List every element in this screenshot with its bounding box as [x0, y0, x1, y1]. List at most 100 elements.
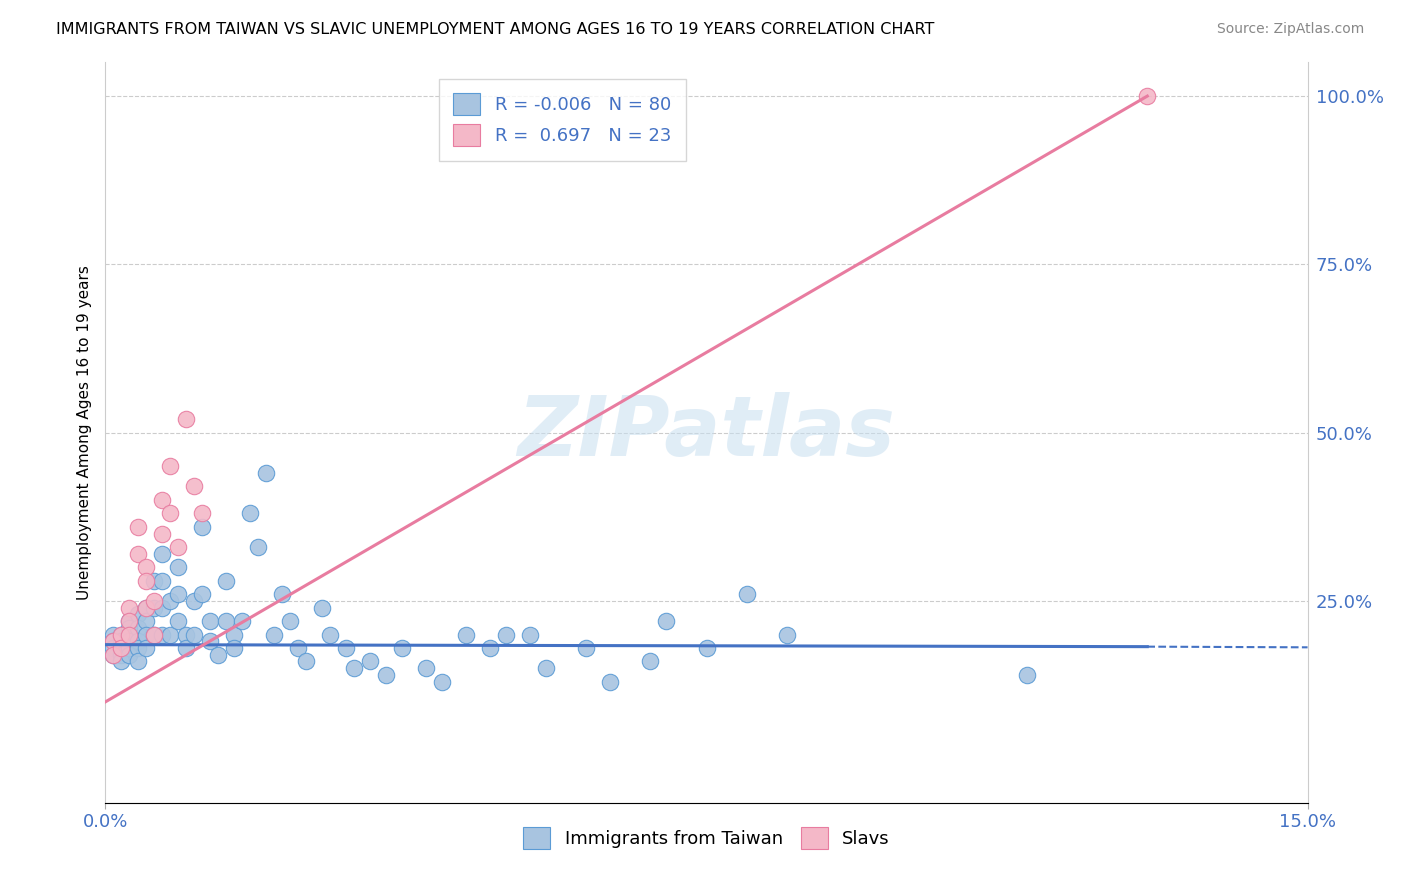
Point	[190, 587, 212, 601]
Point	[214, 614, 236, 628]
Point	[359, 655, 381, 669]
Point	[599, 674, 621, 689]
Point	[190, 507, 212, 521]
Point	[127, 607, 149, 622]
Point	[118, 614, 141, 628]
Point	[159, 459, 181, 474]
Point	[118, 634, 141, 648]
Point	[343, 661, 366, 675]
Point	[118, 627, 141, 641]
Point	[640, 655, 662, 669]
Point	[135, 627, 157, 641]
Point	[103, 640, 125, 655]
Point	[110, 627, 132, 641]
Point	[110, 655, 132, 669]
Point	[655, 614, 678, 628]
Point	[374, 668, 398, 682]
Point	[183, 479, 205, 493]
Point	[166, 560, 188, 574]
Point	[287, 640, 309, 655]
Point	[150, 526, 173, 541]
Point	[150, 600, 173, 615]
Point	[135, 574, 157, 588]
Point	[135, 640, 157, 655]
Point	[150, 574, 173, 588]
Point	[222, 640, 245, 655]
Point	[142, 627, 165, 641]
Legend: Immigrants from Taiwan, Slavs: Immigrants from Taiwan, Slavs	[516, 821, 897, 856]
Point	[239, 507, 262, 521]
Point	[454, 627, 477, 641]
Point	[118, 600, 141, 615]
Text: IMMIGRANTS FROM TAIWAN VS SLAVIC UNEMPLOYMENT AMONG AGES 16 TO 19 YEARS CORRELAT: IMMIGRANTS FROM TAIWAN VS SLAVIC UNEMPLO…	[56, 22, 935, 37]
Point	[214, 574, 236, 588]
Point	[166, 587, 188, 601]
Point	[263, 627, 285, 641]
Point	[696, 640, 718, 655]
Point	[575, 640, 598, 655]
Point	[295, 655, 318, 669]
Point	[135, 614, 157, 628]
Point	[415, 661, 437, 675]
Y-axis label: Unemployment Among Ages 16 to 19 years: Unemployment Among Ages 16 to 19 years	[76, 265, 91, 600]
Point	[127, 640, 149, 655]
Point	[103, 634, 125, 648]
Point	[150, 492, 173, 507]
Point	[311, 600, 333, 615]
Point	[174, 640, 197, 655]
Point	[1017, 668, 1039, 682]
Point	[127, 520, 149, 534]
Point	[118, 621, 141, 635]
Point	[1136, 89, 1159, 103]
Point	[183, 594, 205, 608]
Point	[190, 520, 212, 534]
Point	[127, 547, 149, 561]
Point	[135, 600, 157, 615]
Point	[254, 466, 277, 480]
Point	[159, 627, 181, 641]
Point	[110, 640, 132, 655]
Point	[335, 640, 357, 655]
Point	[246, 540, 269, 554]
Point	[207, 648, 229, 662]
Text: Source: ZipAtlas.com: Source: ZipAtlas.com	[1216, 22, 1364, 37]
Point	[150, 547, 173, 561]
Point	[103, 634, 125, 648]
Point	[231, 614, 253, 628]
Point	[183, 627, 205, 641]
Point	[198, 634, 221, 648]
Point	[270, 587, 292, 601]
Point	[142, 594, 165, 608]
Point	[118, 614, 141, 628]
Point	[142, 574, 165, 588]
Point	[110, 648, 132, 662]
Point	[319, 627, 342, 641]
Point	[142, 600, 165, 615]
Point	[391, 640, 413, 655]
Point	[118, 640, 141, 655]
Point	[103, 648, 125, 662]
Point	[127, 621, 149, 635]
Point	[142, 627, 165, 641]
Point	[159, 507, 181, 521]
Point	[174, 412, 197, 426]
Point	[222, 627, 245, 641]
Point	[110, 634, 132, 648]
Text: ZIPatlas: ZIPatlas	[517, 392, 896, 473]
Point	[166, 614, 188, 628]
Point	[110, 627, 132, 641]
Point	[110, 640, 132, 655]
Point	[166, 540, 188, 554]
Point	[118, 648, 141, 662]
Point	[495, 627, 517, 641]
Point	[776, 627, 799, 641]
Point	[479, 640, 502, 655]
Point	[430, 674, 453, 689]
Point	[127, 655, 149, 669]
Point	[735, 587, 758, 601]
Point	[534, 661, 557, 675]
Point	[103, 627, 125, 641]
Point	[127, 634, 149, 648]
Point	[198, 614, 221, 628]
Point	[135, 560, 157, 574]
